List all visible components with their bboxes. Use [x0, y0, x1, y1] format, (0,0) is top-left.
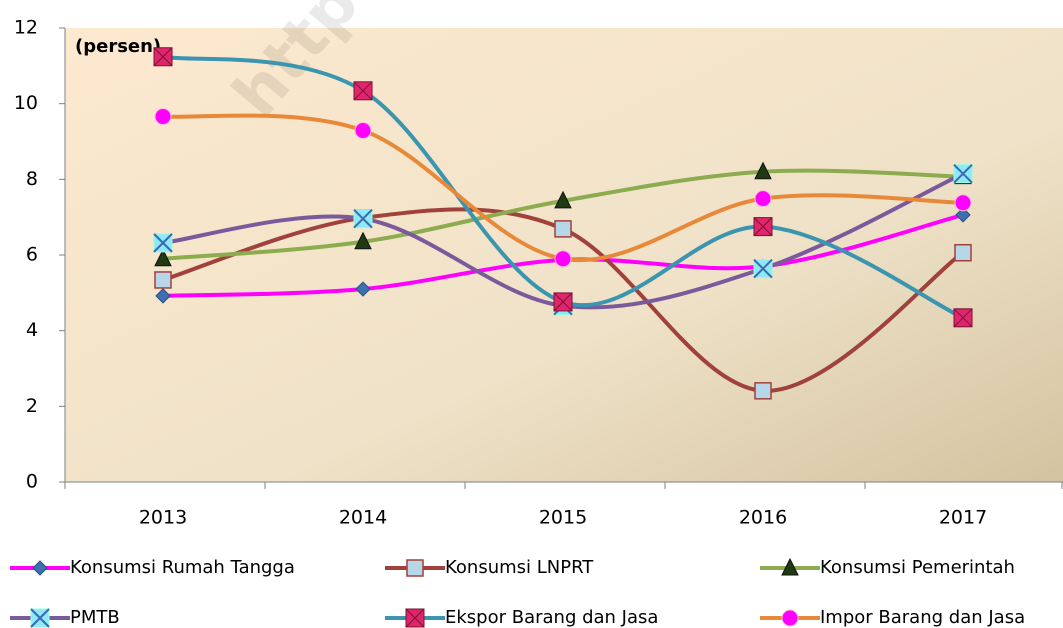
marker-part: [355, 281, 371, 297]
marker-part: [554, 190, 572, 209]
y-tick-label: 4: [26, 319, 38, 341]
marker-part: [354, 122, 372, 140]
x-tick-label: 2017: [939, 507, 987, 529]
marker-part: [406, 559, 424, 577]
marker: [954, 243, 972, 262]
marker: [754, 190, 772, 208]
marker: [955, 207, 971, 223]
marker-part: [155, 288, 171, 304]
marker: [754, 382, 772, 400]
marker: [953, 163, 973, 184]
marker: [553, 292, 573, 312]
marker: [154, 108, 172, 126]
marker-part: [954, 194, 972, 212]
y-tick-label: 8: [26, 168, 38, 190]
marker-part: [154, 108, 172, 126]
annotation: (persen): [75, 36, 161, 57]
legend-label: Impor Barang dan Jasa: [820, 607, 1025, 628]
marker-part: [353, 208, 373, 229]
marker-part: [354, 231, 372, 250]
marker-part: [953, 308, 973, 328]
legend-item: PMTB: [10, 607, 120, 628]
legend-item: Ekspor Barang dan Jasa: [385, 607, 658, 628]
marker-part: [954, 243, 972, 262]
marker-part: [554, 250, 572, 268]
marker: [154, 271, 172, 289]
marker: [153, 47, 173, 67]
y-tick-label: 0: [26, 471, 38, 493]
marker: [353, 81, 373, 101]
legend-label: Ekspor Barang dan Jasa: [445, 607, 658, 628]
marker: [355, 281, 371, 297]
x-tick-label: 2014: [339, 507, 387, 529]
marker: [754, 161, 772, 180]
x-tick-label: 2016: [739, 507, 787, 529]
marker: [354, 122, 372, 140]
marker: [781, 609, 799, 627]
marker-part: [154, 248, 172, 267]
y-tick-label: 6: [26, 244, 38, 266]
marker-part: [781, 557, 799, 576]
marker-part: [32, 560, 48, 576]
marker: [953, 308, 973, 328]
marker: [554, 250, 572, 268]
marker: [405, 608, 425, 628]
marker-part: [554, 220, 572, 238]
legend-label: Konsumsi Rumah Tangga: [70, 557, 295, 578]
x-tick-label: 2013: [139, 507, 187, 529]
marker-part: [154, 271, 172, 289]
marker-part: [781, 609, 799, 627]
marker: [30, 608, 50, 628]
marker: [554, 220, 572, 238]
marker-part: [955, 207, 971, 223]
marker: [753, 217, 773, 237]
y-tick-label: 12: [14, 17, 38, 39]
marker: [154, 248, 172, 267]
marker: [954, 194, 972, 212]
y-tick-label: 2: [26, 395, 38, 417]
y-tick-label: 10: [14, 92, 38, 114]
legend-label: Konsumsi LNPRT: [445, 557, 594, 578]
marker-part: [753, 258, 773, 279]
legend-item: Impor Barang dan Jasa: [760, 607, 1025, 628]
marker: [353, 208, 373, 229]
legend-label: PMTB: [70, 607, 120, 628]
marker: [554, 190, 572, 209]
marker: [32, 560, 48, 576]
legend-item: Konsumsi Rumah Tangga: [10, 557, 295, 578]
marker-part: [405, 608, 425, 628]
marker-part: [754, 382, 772, 400]
marker: [781, 557, 799, 576]
legend-item: Konsumsi LNPRT: [385, 557, 594, 578]
x-tick-label: 2015: [539, 507, 587, 529]
marker: [153, 233, 173, 253]
legend-item: Konsumsi Pemerintah: [760, 557, 1015, 578]
legend-label: Konsumsi Pemerintah: [820, 557, 1015, 578]
marker-part: [353, 81, 373, 101]
marker: [406, 559, 424, 577]
marker-part: [153, 233, 173, 253]
marker-part: [553, 292, 573, 312]
marker-part: [754, 161, 772, 180]
marker: [354, 231, 372, 250]
marker-part: [753, 217, 773, 236]
marker-part: [953, 163, 973, 184]
marker-part: [754, 190, 772, 208]
marker: [155, 288, 171, 304]
series-line: [162, 207, 965, 393]
marker-part: [153, 47, 173, 67]
marker: [753, 258, 773, 279]
marker-part: [30, 608, 50, 628]
